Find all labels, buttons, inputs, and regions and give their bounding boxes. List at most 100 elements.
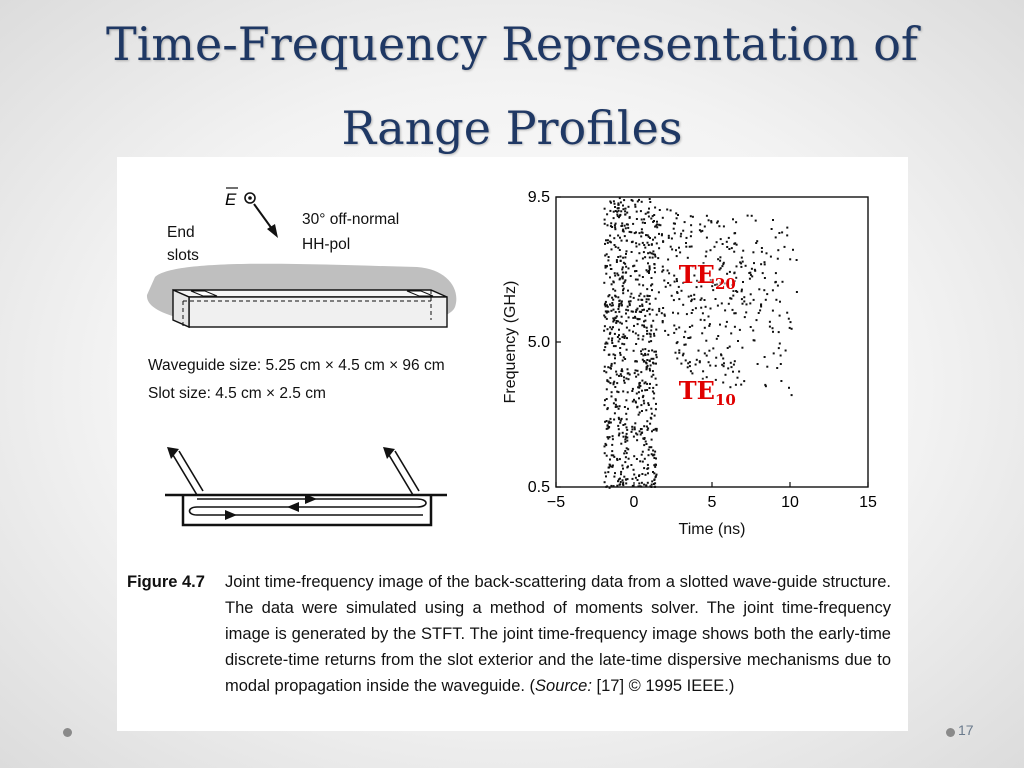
heat-cell: [609, 376, 612, 379]
ray-paths: [172, 450, 427, 516]
heat-cell: [656, 223, 659, 226]
heat-cell: [621, 275, 624, 278]
heat-cell: [651, 289, 653, 292]
heat-cell: [622, 390, 625, 393]
heat-cell: [605, 311, 608, 314]
heat-cell: [610, 484, 613, 487]
heat-cell: [613, 272, 616, 275]
heat-cell: [695, 358, 698, 361]
heat-cell: [603, 404, 606, 407]
heat-cell: [723, 282, 726, 285]
heat-cell: [722, 263, 725, 266]
heat-cell: [625, 432, 628, 435]
heat-cell: [704, 255, 707, 258]
heat-cell: [661, 320, 664, 322]
heat-cell: [638, 232, 641, 235]
heat-cell: [677, 285, 680, 288]
heat-cell: [640, 200, 643, 203]
y-tick-label: 9.5: [528, 189, 550, 206]
heat-cell: [728, 345, 731, 348]
heat-cell: [727, 302, 730, 305]
heat-cell: [625, 312, 627, 315]
heat-cell: [646, 234, 649, 237]
heat-cell: [652, 483, 655, 485]
heat-cell: [646, 382, 649, 385]
heat-cell: [612, 298, 615, 301]
heat-cell: [608, 294, 611, 297]
heat-cell: [631, 425, 634, 428]
ray-arrow-right-icon: [383, 447, 395, 459]
heat-cell: [670, 237, 673, 240]
heat-cell: [683, 343, 686, 346]
heat-cell: [647, 262, 649, 265]
heat-cell: [612, 383, 615, 386]
heat-cell: [690, 245, 693, 248]
heat-cell: [612, 353, 615, 356]
heat-cell: [641, 221, 644, 224]
heat-cell: [625, 418, 628, 421]
heat-cell: [624, 256, 627, 259]
heat-cell: [621, 336, 624, 339]
heat-cell: [612, 317, 615, 320]
heat-cell: [650, 486, 653, 488]
heat-cell: [660, 234, 663, 237]
heat-cell: [635, 259, 638, 262]
heat-cell: [618, 328, 620, 331]
heat-cell: [619, 255, 622, 258]
heat-cell: [778, 342, 781, 345]
heat-cell: [772, 352, 775, 355]
heat-cell: [605, 239, 607, 242]
heat-cell: [786, 226, 789, 229]
heat-cell: [632, 222, 635, 225]
heat-cell: [764, 298, 767, 301]
x-tick-label: 5: [708, 494, 717, 511]
heat-cell: [690, 230, 693, 233]
heat-cell: [653, 214, 656, 216]
heat-cell: [644, 212, 647, 215]
heat-cell: [733, 280, 736, 283]
heat-cell: [653, 453, 656, 456]
heat-cell: [607, 337, 610, 340]
heat-cell: [610, 362, 613, 365]
heat-cell: [620, 417, 623, 420]
heat-cell: [605, 371, 608, 374]
heat-cell: [614, 403, 617, 406]
heat-cell: [622, 467, 624, 470]
heat-cell: [644, 381, 647, 384]
heat-cell: [606, 407, 609, 410]
heat-cell: [641, 309, 644, 312]
heat-cell: [776, 257, 779, 260]
heat-cell: [650, 407, 653, 410]
heat-cell: [623, 235, 626, 238]
heat-cell: [644, 246, 647, 249]
heat-cell: [741, 260, 744, 263]
heat-cell: [792, 248, 794, 251]
heat-cell: [617, 207, 620, 210]
heat-cell: [661, 233, 663, 236]
heat-cell: [623, 406, 626, 408]
heat-cell: [682, 281, 685, 284]
heat-cell: [620, 210, 623, 213]
heat-cell: [722, 225, 725, 228]
heat-cell: [673, 274, 676, 277]
heat-cell: [614, 206, 616, 208]
heat-cell: [644, 348, 647, 351]
heat-cell: [643, 438, 646, 440]
heat-cell: [632, 468, 635, 471]
heat-cell: [655, 427, 658, 430]
heat-cell: [623, 343, 626, 346]
heat-cell: [638, 386, 641, 389]
heat-cell: [652, 319, 655, 322]
heat-cell: [714, 378, 717, 381]
heat-cell: [654, 450, 657, 453]
heat-cell: [609, 276, 611, 279]
heat-cell: [733, 250, 736, 253]
heat-cell: [649, 369, 651, 372]
heat-cell: [646, 270, 649, 273]
heat-cell: [640, 432, 643, 434]
e-field-dot-icon: [244, 192, 256, 204]
heat-cell: [688, 361, 691, 364]
heat-cell: [619, 421, 622, 424]
heat-cell: [617, 305, 620, 308]
heat-cell: [650, 340, 653, 343]
